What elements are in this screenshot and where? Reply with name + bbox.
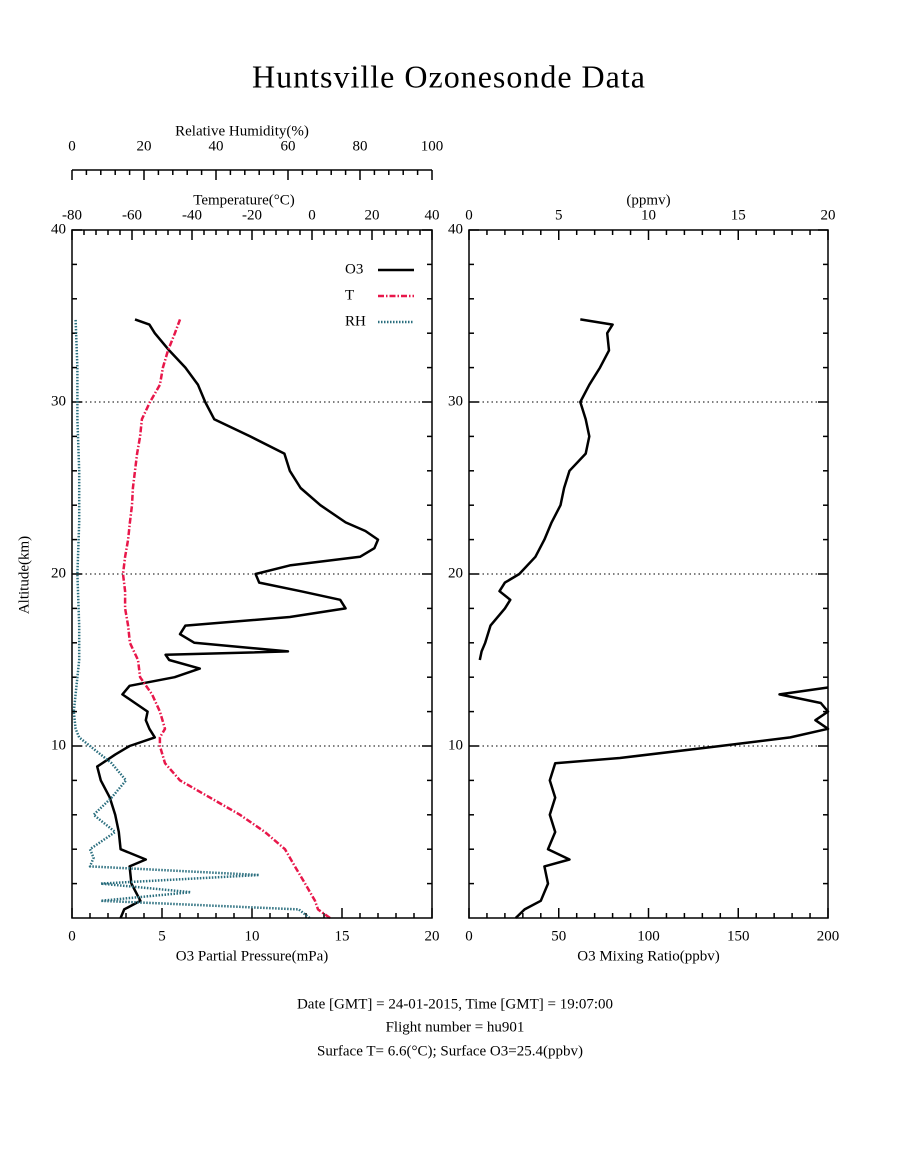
x-tick-label: 10 xyxy=(245,928,260,944)
x3-tick-label: 40 xyxy=(209,138,224,154)
x2-tick-label: 15 xyxy=(731,207,746,223)
legend-label: O3 xyxy=(345,261,363,277)
x2-tick-label: 20 xyxy=(821,207,836,223)
profile-line xyxy=(95,318,380,919)
x2-tick-label: 10 xyxy=(641,207,656,223)
x3-tick-label: 0 xyxy=(68,138,76,154)
chart-title: Huntsville Ozonesonde Data xyxy=(252,58,646,94)
x-tick-label: 0 xyxy=(465,928,473,944)
profile-line xyxy=(72,319,311,919)
y-tick-label: 20 xyxy=(448,565,463,581)
profile-line xyxy=(514,686,830,919)
x2-tick-label: 0 xyxy=(465,207,473,223)
y-tick-label: 30 xyxy=(51,393,66,409)
x-axis-title: O3 Mixing Ratio(ppbv) xyxy=(577,948,720,964)
x3-axis-title: Relative Humidity(%) xyxy=(175,123,309,139)
footer-line: Surface T= 6.6(°C); Surface O3=25.4(ppbv… xyxy=(317,1043,583,1059)
x2-tick-label: -40 xyxy=(182,207,202,223)
x2-tick-label: -60 xyxy=(122,207,142,223)
y-tick-label: 40 xyxy=(448,221,463,237)
profile-line xyxy=(478,318,614,661)
x2-axis-title: (ppmv) xyxy=(626,192,670,208)
x2-tick-label: 40 xyxy=(425,207,440,223)
x3-tick-label: 60 xyxy=(281,138,296,154)
x3-tick-label: 100 xyxy=(421,138,444,154)
footer-line: Flight number = hu901 xyxy=(386,1019,525,1035)
y-tick-label: 10 xyxy=(448,737,463,753)
x-tick-label: 200 xyxy=(817,928,840,944)
x-tick-label: 100 xyxy=(637,928,660,944)
x2-axis-title: Temperature(°C) xyxy=(193,192,295,208)
x-tick-label: 5 xyxy=(158,928,166,944)
plot-frame xyxy=(71,229,433,919)
y-tick-label: 10 xyxy=(51,737,66,753)
x2-tick-label: -80 xyxy=(62,207,82,223)
x-tick-label: 0 xyxy=(68,928,76,944)
legend-label: T xyxy=(345,287,354,303)
y-axis-title: Altitude(km) xyxy=(16,536,32,614)
y-tick-label: 30 xyxy=(448,393,463,409)
legend-label: RH xyxy=(345,313,366,329)
plot-frame xyxy=(468,229,829,919)
x-tick-label: 50 xyxy=(551,928,566,944)
x2-tick-label: 5 xyxy=(555,207,563,223)
profile-line xyxy=(121,318,331,920)
x-axis-title: O3 Partial Pressure(mPa) xyxy=(176,948,328,964)
x3-tick-label: 20 xyxy=(137,138,152,154)
x2-tick-label: -20 xyxy=(242,207,262,223)
x2-tick-label: 0 xyxy=(308,207,316,223)
x2-tick-label: 20 xyxy=(365,207,380,223)
x3-tick-label: 80 xyxy=(353,138,368,154)
y-tick-label: 40 xyxy=(51,221,66,237)
x-tick-label: 15 xyxy=(335,928,350,944)
y-tick-label: 20 xyxy=(51,565,66,581)
footer-line: Date [GMT] = 24-01-2015, Time [GMT] = 19… xyxy=(297,996,613,1012)
x-tick-label: 150 xyxy=(727,928,750,944)
x-tick-label: 20 xyxy=(425,928,440,944)
